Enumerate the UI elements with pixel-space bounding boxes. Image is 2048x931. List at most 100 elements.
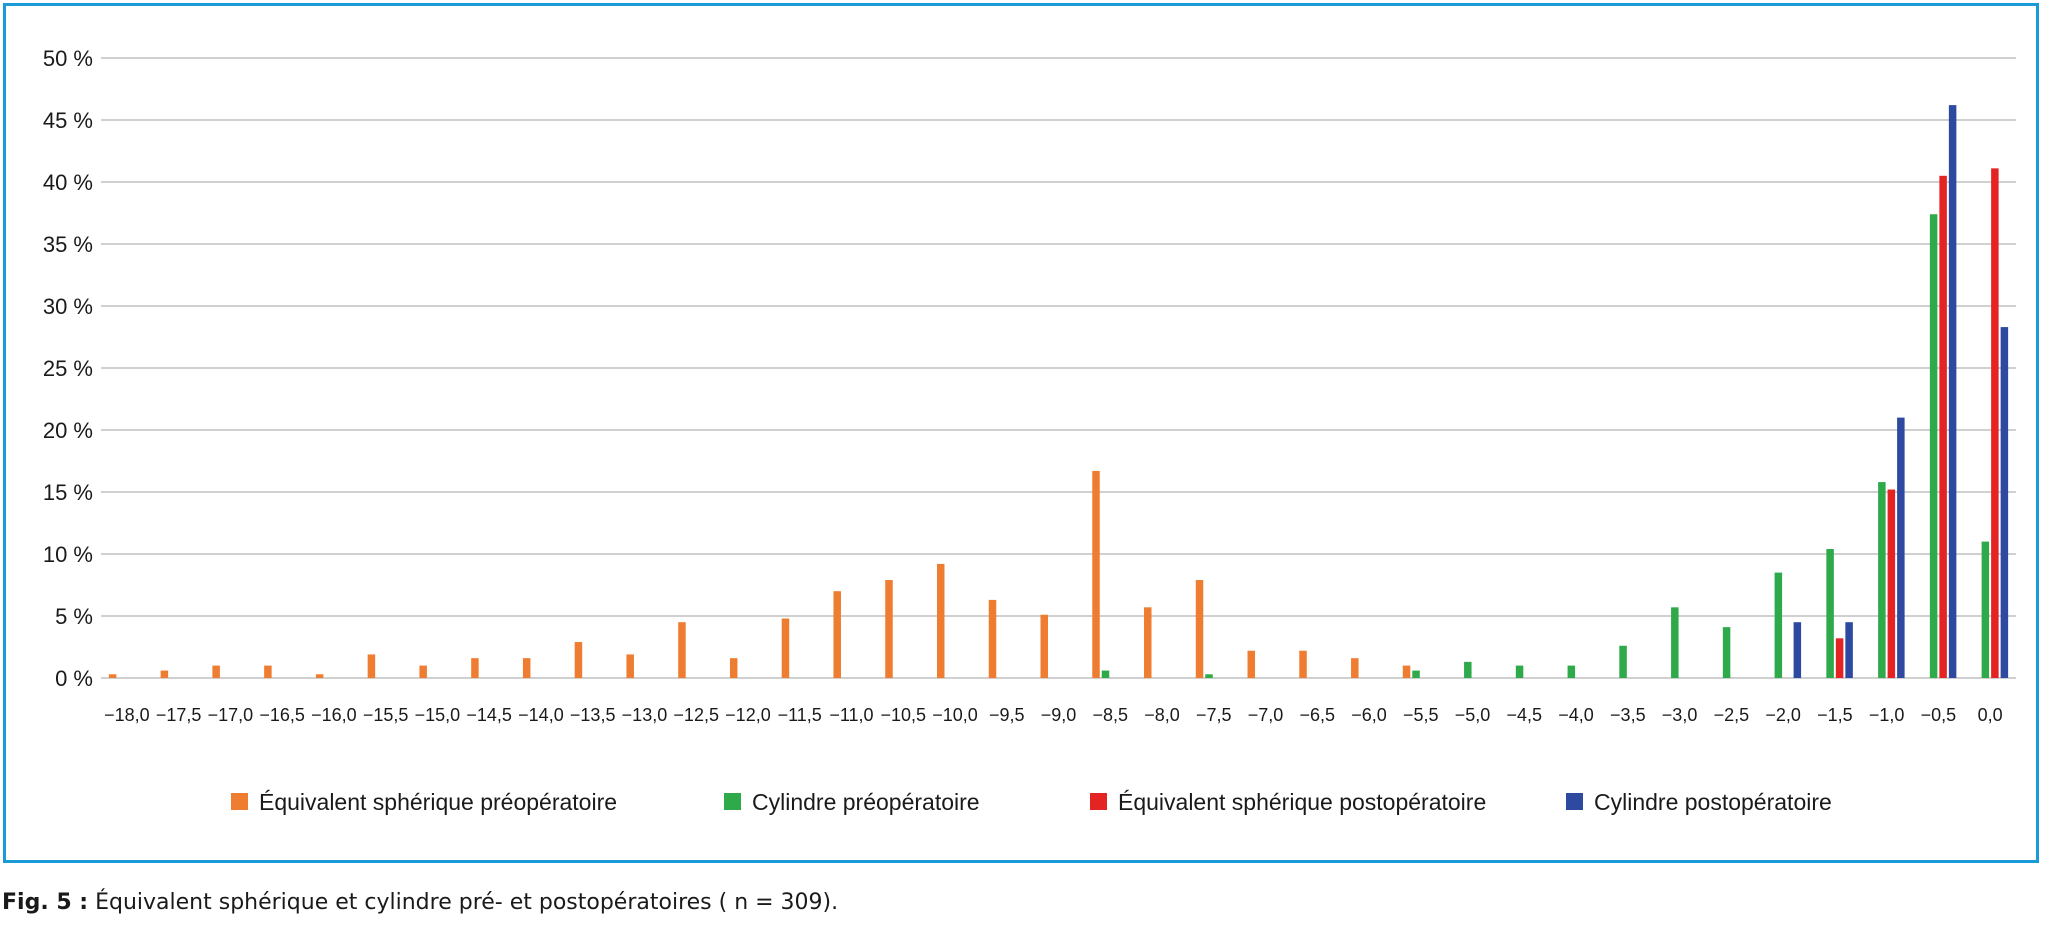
bar bbox=[315, 674, 324, 678]
y-tick-label: 10 % bbox=[43, 542, 93, 567]
x-tick-label: −16,5 bbox=[259, 705, 305, 725]
bar bbox=[1835, 638, 1844, 678]
bar bbox=[1205, 674, 1213, 678]
x-tick-label: −1,5 bbox=[1817, 705, 1853, 725]
x-tick-label: −14,0 bbox=[518, 705, 564, 725]
y-tick-label: 40 % bbox=[43, 170, 93, 195]
x-tick-label: −2,5 bbox=[1714, 705, 1750, 725]
bar bbox=[1845, 622, 1853, 678]
bar bbox=[1040, 614, 1048, 678]
y-tick-label: 50 % bbox=[43, 46, 93, 71]
bar bbox=[1897, 417, 1905, 678]
bar bbox=[936, 563, 945, 678]
bar bbox=[626, 654, 634, 678]
bar bbox=[1981, 541, 1990, 678]
bar bbox=[1929, 214, 1938, 679]
bar bbox=[1671, 607, 1679, 678]
x-tick-label: −18,0 bbox=[104, 705, 150, 725]
bar bbox=[1351, 658, 1359, 678]
x-tick-label: −2,0 bbox=[1765, 705, 1801, 725]
x-tick-label: −3,5 bbox=[1610, 705, 1646, 725]
bar bbox=[522, 658, 531, 678]
caption-lead: Fig. 5 : bbox=[2, 890, 89, 915]
x-tick-label: −5,5 bbox=[1403, 705, 1439, 725]
bar bbox=[2000, 327, 2009, 678]
bar bbox=[1793, 622, 1802, 678]
x-tick-label: −17,5 bbox=[156, 705, 202, 725]
bar bbox=[1619, 645, 1627, 678]
bar bbox=[781, 618, 790, 678]
x-tick-label: −6,5 bbox=[1300, 705, 1336, 725]
x-tick-label: −1,0 bbox=[1869, 705, 1905, 725]
y-tick-label: 45 % bbox=[43, 108, 93, 133]
legend-swatch bbox=[724, 793, 741, 810]
bar-chart: 0 % 5 % 10 % 15 % 20 % 25 % 30 % 35 % 40 % 45 % 50… bbox=[43, 46, 2016, 815]
y-tick-label: 0 % bbox=[55, 666, 93, 691]
y-tick-label: 5 % bbox=[55, 604, 93, 629]
bar bbox=[1412, 670, 1420, 678]
bar bbox=[1101, 670, 1110, 678]
bar bbox=[108, 674, 117, 678]
x-tick-label: −17,0 bbox=[208, 705, 254, 725]
y-tick-label: 35 % bbox=[43, 232, 93, 257]
legend-label: Cylindre postopératoire bbox=[1594, 789, 1832, 815]
bar bbox=[729, 658, 738, 678]
x-tick-label: −7,5 bbox=[1196, 705, 1232, 725]
x-tick-label: −13,0 bbox=[622, 705, 668, 725]
y-tick-label: 20 % bbox=[43, 418, 93, 443]
bar bbox=[1948, 105, 1957, 679]
x-tick-label: −11,0 bbox=[829, 705, 873, 725]
x-tick-label: −14,5 bbox=[466, 705, 512, 725]
bar bbox=[1402, 665, 1411, 678]
bar bbox=[1878, 482, 1886, 678]
bar bbox=[471, 658, 479, 678]
x-tick-label: 0,0 bbox=[1978, 705, 2003, 725]
x-tick-label: −13,5 bbox=[570, 705, 616, 725]
bar bbox=[1826, 549, 1834, 678]
x-tick-label: −12,5 bbox=[673, 705, 719, 725]
x-tick-label: −16,0 bbox=[311, 705, 357, 725]
figure-caption: Fig. 5 : Équivalent sphérique et cylindr… bbox=[2, 890, 838, 915]
bar bbox=[160, 670, 169, 678]
bar bbox=[1567, 665, 1576, 678]
bar bbox=[1887, 489, 1896, 678]
bar bbox=[1464, 661, 1472, 678]
legend-swatch bbox=[1090, 793, 1107, 810]
bar bbox=[1195, 580, 1204, 678]
bar bbox=[212, 665, 220, 678]
legend-label: Équivalent sphérique postopératoire bbox=[1118, 789, 1486, 815]
y-tick-label: 25 % bbox=[43, 356, 93, 381]
bar bbox=[1722, 627, 1731, 678]
x-tick-label: −10,0 bbox=[932, 705, 978, 725]
x-tick-label: −8,5 bbox=[1092, 705, 1128, 725]
x-tick-label: −0,5 bbox=[1921, 705, 1957, 725]
x-tick-label: −7,0 bbox=[1248, 705, 1284, 725]
x-tick-label: −12,0 bbox=[725, 705, 771, 725]
x-tick-label: −11,5 bbox=[778, 705, 822, 725]
caption-text: Équivalent sphérique et cylindre pré- et… bbox=[88, 890, 839, 915]
bar bbox=[1299, 650, 1307, 678]
x-tick-label: −9,5 bbox=[989, 705, 1025, 725]
bar bbox=[1774, 572, 1783, 678]
x-tick-label: −15,0 bbox=[415, 705, 461, 725]
bar bbox=[1247, 650, 1256, 678]
x-tick-label: −6,0 bbox=[1351, 705, 1387, 725]
bar bbox=[1144, 607, 1152, 678]
x-tick-label: −8,0 bbox=[1144, 705, 1180, 725]
x-tick-label: −10,5 bbox=[880, 705, 926, 725]
legend-label: Cylindre préopératoire bbox=[752, 789, 980, 815]
bar bbox=[988, 599, 997, 678]
bar bbox=[1515, 665, 1524, 678]
bar bbox=[885, 580, 893, 678]
x-tick-label: −4,0 bbox=[1558, 705, 1594, 725]
x-tick-label: −15,5 bbox=[363, 705, 409, 725]
chart-frame: 0 % 5 % 10 % 15 % 20 % 25 % 30 % 35 % 40 % 45 % 50… bbox=[3, 3, 2039, 863]
bar bbox=[574, 642, 583, 678]
bar bbox=[419, 665, 427, 678]
x-tick-label: −5,0 bbox=[1455, 705, 1491, 725]
bar bbox=[678, 622, 686, 678]
x-tick-label: −4,5 bbox=[1507, 705, 1543, 725]
x-tick-label: −3,0 bbox=[1662, 705, 1698, 725]
y-tick-label: 15 % bbox=[43, 480, 93, 505]
bar bbox=[1991, 168, 1999, 679]
